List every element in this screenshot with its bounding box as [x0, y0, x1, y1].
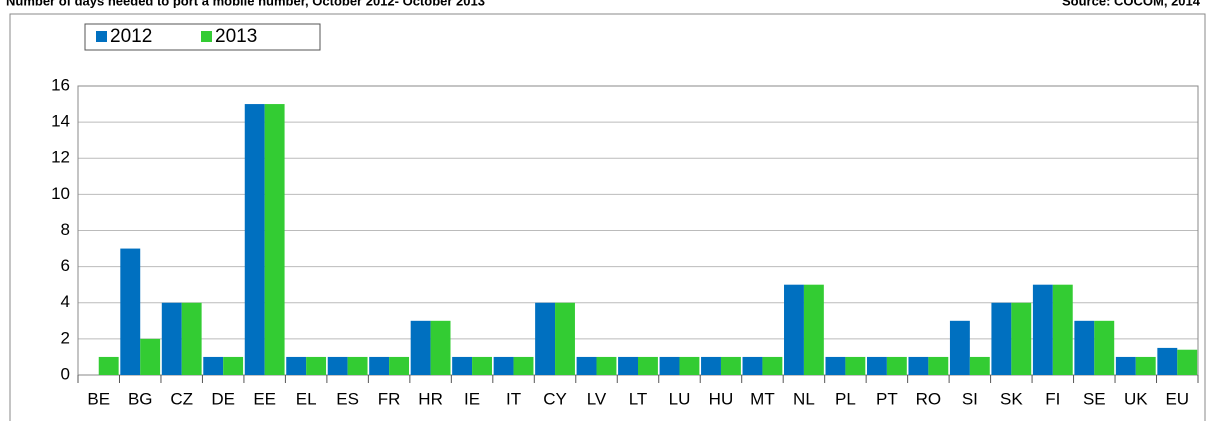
source: Source: COCOM, 2014 [1062, 0, 1201, 8]
y-tick-label: 4 [61, 292, 70, 311]
bar [825, 356, 846, 375]
bar [244, 104, 265, 375]
bar [120, 248, 141, 375]
x-tick-label: ES [336, 389, 359, 408]
legend-swatch [201, 31, 212, 42]
bar [1052, 284, 1073, 375]
bar [161, 302, 182, 375]
x-tick-label: IE [464, 389, 480, 408]
x-tick-label: LU [669, 389, 691, 408]
bar [286, 356, 307, 375]
bar [181, 302, 202, 375]
x-tick-label: EU [1165, 389, 1189, 408]
bar [410, 320, 431, 375]
x-tick-label: EL [296, 389, 317, 408]
x-tick-label: DE [211, 389, 235, 408]
bar [513, 356, 534, 375]
bar [98, 356, 119, 375]
bar [306, 356, 327, 375]
bar [908, 356, 929, 375]
x-tick-label: FI [1045, 389, 1060, 408]
x-tick-label: UK [1124, 389, 1148, 408]
bar [720, 356, 741, 375]
legend-label: 2013 [215, 26, 257, 47]
chart-frame [9, 13, 1206, 421]
bar [969, 356, 990, 375]
x-tick-label: CZ [170, 389, 193, 408]
x-tick-label: LV [587, 389, 607, 408]
bar [1032, 284, 1053, 375]
bar [618, 356, 638, 375]
bar [596, 356, 617, 375]
bar [762, 356, 783, 375]
bar [493, 356, 514, 375]
x-tick-label: SK [1000, 389, 1023, 408]
bar [701, 356, 721, 375]
bar [679, 356, 700, 375]
bar [369, 356, 390, 375]
x-tick-label: IT [506, 389, 521, 408]
bar [886, 356, 907, 375]
bar [803, 284, 824, 375]
bar [223, 356, 244, 375]
bar [866, 356, 887, 375]
bar [928, 356, 949, 375]
bar [576, 356, 597, 375]
x-tick-label: SI [962, 389, 978, 408]
bar [452, 356, 473, 375]
y-tick-label: 10 [51, 184, 70, 203]
y-tick-label: 14 [51, 112, 70, 131]
bar [347, 356, 368, 375]
x-tick-label: BE [87, 389, 110, 408]
bar [1115, 356, 1136, 375]
x-tick-label: RO [916, 389, 942, 408]
bar [203, 356, 224, 375]
x-tick-label: HR [418, 389, 443, 408]
bar [949, 320, 970, 375]
x-tick-label: PL [835, 389, 856, 408]
x-tick-label: HU [709, 389, 734, 408]
bar [1094, 320, 1115, 375]
y-tick-label: 8 [61, 220, 70, 239]
legend-swatch [96, 31, 107, 42]
y-tick-label: 0 [61, 364, 70, 383]
bar [535, 302, 556, 375]
bar [742, 356, 763, 375]
x-tick-label: EE [253, 389, 276, 408]
x-tick-label: BG [128, 389, 153, 408]
bar [327, 356, 348, 375]
x-tick-label: NL [793, 389, 815, 408]
x-tick-label: SE [1083, 389, 1106, 408]
bar [1135, 356, 1156, 375]
y-tick-label: 16 [51, 75, 70, 94]
x-tick-label: LT [629, 389, 648, 408]
legend-label: 2012 [110, 26, 152, 47]
bar [555, 302, 575, 375]
y-tick-label: 2 [61, 328, 70, 347]
bar [1011, 302, 1032, 375]
y-tick-label: 12 [51, 148, 70, 167]
x-tick-label: FR [378, 389, 401, 408]
bar [845, 356, 866, 375]
bar [140, 338, 161, 375]
x-tick-label: CY [543, 389, 567, 408]
x-tick-label: MT [750, 389, 775, 408]
y-tick-label: 6 [61, 256, 70, 275]
bar [638, 356, 658, 375]
bar [784, 284, 804, 375]
bar [430, 320, 451, 375]
bar [389, 356, 410, 375]
bar [1074, 320, 1095, 375]
bar [264, 104, 285, 375]
bar [472, 356, 492, 375]
chart-title: Number of days needed to port a mobile n… [6, 0, 485, 8]
bar [659, 356, 680, 375]
x-tick-label: PT [876, 389, 898, 408]
bar [1177, 349, 1198, 375]
bar [1157, 347, 1178, 375]
bar [991, 302, 1012, 375]
